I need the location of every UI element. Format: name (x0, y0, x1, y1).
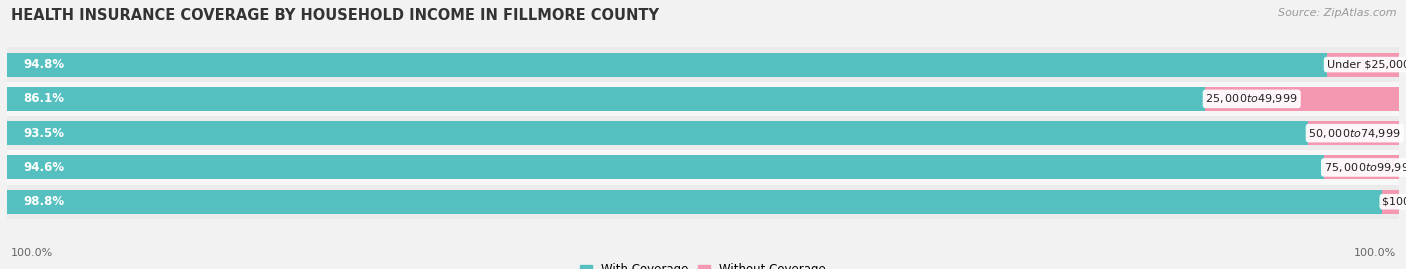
Text: HEALTH INSURANCE COVERAGE BY HOUSEHOLD INCOME IN FILLMORE COUNTY: HEALTH INSURANCE COVERAGE BY HOUSEHOLD I… (11, 8, 659, 23)
Bar (7, 116, 1399, 150)
Text: 98.8%: 98.8% (24, 195, 65, 208)
Text: Source: ZipAtlas.com: Source: ZipAtlas.com (1278, 8, 1396, 18)
Text: 86.1%: 86.1% (24, 92, 65, 105)
Bar (7, 190, 1382, 214)
Text: 93.5%: 93.5% (24, 127, 65, 140)
Bar (7, 52, 1327, 77)
Bar (1205, 87, 1399, 111)
Bar (1324, 155, 1399, 179)
Text: 94.6%: 94.6% (24, 161, 65, 174)
Text: $75,000 to $99,999: $75,000 to $99,999 (1324, 161, 1406, 174)
Legend: With Coverage, Without Coverage: With Coverage, Without Coverage (575, 259, 831, 269)
Bar (7, 82, 1399, 116)
Bar (1327, 52, 1399, 77)
Text: 100.0%: 100.0% (11, 248, 53, 258)
Bar (7, 185, 1399, 219)
Bar (7, 155, 1324, 179)
Text: $100,000 and over: $100,000 and over (1382, 197, 1406, 207)
Text: Under $25,000: Under $25,000 (1327, 60, 1406, 70)
Text: 94.8%: 94.8% (24, 58, 65, 71)
Text: $50,000 to $74,999: $50,000 to $74,999 (1309, 127, 1400, 140)
Bar (1309, 121, 1399, 145)
Text: 100.0%: 100.0% (1354, 248, 1396, 258)
Bar (7, 121, 1309, 145)
Bar (7, 87, 1205, 111)
Bar (7, 47, 1399, 82)
Text: $25,000 to $49,999: $25,000 to $49,999 (1205, 92, 1298, 105)
Bar (1382, 190, 1399, 214)
Bar (7, 150, 1399, 185)
